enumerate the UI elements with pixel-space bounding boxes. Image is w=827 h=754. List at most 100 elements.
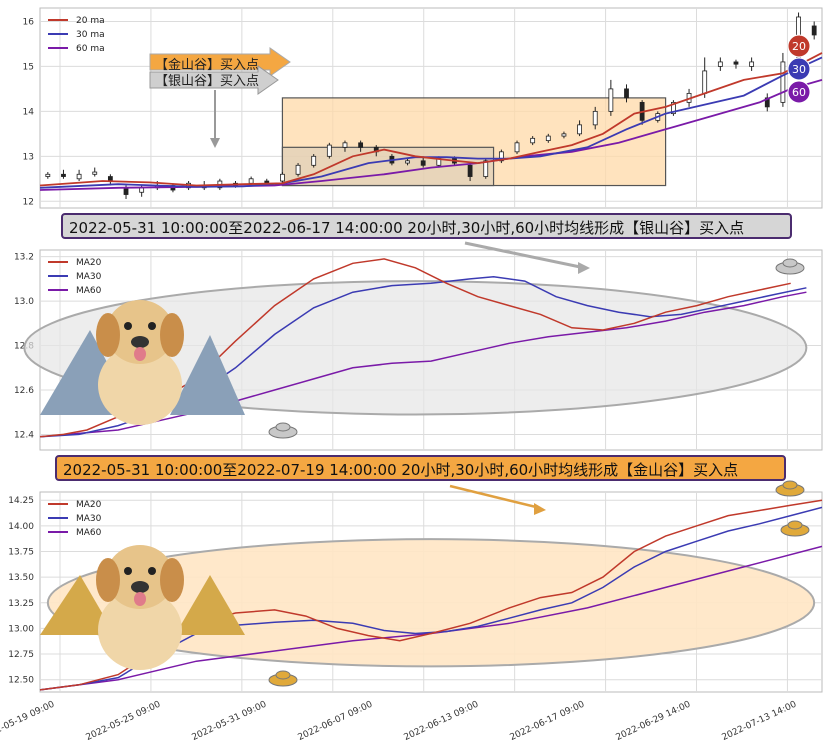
legend-label: 20 ma bbox=[76, 16, 105, 26]
y-tick-label: 13.75 bbox=[8, 547, 34, 557]
dog-ear-icon bbox=[96, 558, 120, 602]
legend-label: MA60 bbox=[76, 528, 102, 538]
dog-ear-icon bbox=[96, 313, 120, 357]
gold-annotation-arrow bbox=[449, 484, 541, 510]
y-tick-label: 14 bbox=[23, 107, 35, 117]
candle-body bbox=[717, 61, 723, 67]
dog-eye-icon bbox=[124, 567, 132, 575]
candle-body bbox=[467, 164, 473, 177]
candle-body bbox=[248, 178, 254, 184]
legend-label: MA30 bbox=[76, 272, 102, 282]
ma30-line bbox=[39, 506, 823, 691]
candle-body bbox=[749, 61, 755, 67]
candle-body bbox=[295, 164, 301, 175]
candle-body bbox=[671, 101, 676, 115]
y-tick-label: 14.00 bbox=[8, 522, 34, 532]
candle-body bbox=[561, 133, 567, 137]
candle-body bbox=[514, 142, 520, 153]
candle-body bbox=[764, 97, 770, 108]
silver-annotation-arrow bbox=[464, 241, 586, 270]
gold-callout-label: 【金山谷】买入点 bbox=[155, 57, 259, 73]
silver-ingot-icon bbox=[782, 258, 798, 268]
callout-pointer-head bbox=[210, 138, 220, 148]
silver-callout-arrow bbox=[149, 65, 279, 95]
silver-ingot-icon bbox=[275, 422, 291, 432]
candle-body bbox=[420, 160, 426, 166]
candle-body bbox=[733, 61, 739, 65]
y-tick-label: 14.25 bbox=[8, 496, 34, 506]
ma-badge-label: 60 bbox=[792, 86, 806, 99]
x-tick-label: 2022-05-25 09:00 bbox=[85, 700, 163, 743]
ma-badge-label: 30 bbox=[792, 63, 806, 76]
gold-ingot-icon bbox=[782, 480, 798, 490]
y-tick-label: 13.0 bbox=[14, 297, 34, 307]
legend-label: 30 ma bbox=[76, 30, 105, 40]
dog-body-icon bbox=[98, 590, 182, 670]
candle-body bbox=[342, 142, 348, 148]
legend-label: MA30 bbox=[76, 514, 102, 524]
ma-badge bbox=[787, 57, 811, 81]
candle-body bbox=[624, 88, 629, 99]
candle-body bbox=[545, 135, 551, 141]
candle-body bbox=[498, 151, 504, 162]
y-tick-label: 15 bbox=[23, 62, 34, 72]
x-tick-label: 2022-05-31 09:00 bbox=[191, 700, 269, 743]
dog-nose-icon bbox=[131, 336, 149, 348]
candle-body bbox=[577, 124, 582, 135]
x-tick-label: 2022-06-29 14:00 bbox=[615, 700, 693, 743]
silver-callout-label: 【银山谷】买入点 bbox=[155, 74, 259, 89]
y-tick-label: 13.25 bbox=[8, 599, 34, 609]
y-tick-label: 12.50 bbox=[8, 676, 34, 686]
candle-body bbox=[780, 61, 786, 103]
legend-label: MA20 bbox=[76, 500, 102, 510]
candle-body bbox=[61, 173, 66, 177]
x-tick-label: 2022-06-07 09:00 bbox=[297, 700, 375, 743]
y-tick-label: 12.6 bbox=[14, 386, 34, 396]
x-tick-label: 2022-07-13 14:00 bbox=[721, 700, 799, 743]
candle-body bbox=[530, 137, 536, 144]
ma-badge bbox=[787, 34, 811, 58]
gold-ingot-icon bbox=[275, 670, 291, 680]
y-tick-label: 16 bbox=[23, 17, 35, 27]
gold-valley-banner: 2022-05-31 10:00:00至2022-07-19 14:00:00 … bbox=[55, 455, 786, 481]
legend-label: MA60 bbox=[76, 286, 102, 296]
candle-body bbox=[483, 160, 489, 177]
dog-head-icon bbox=[106, 545, 174, 609]
candle-body bbox=[702, 70, 708, 94]
gold-callout-arrow bbox=[149, 47, 291, 77]
silver-annotation-arrowhead bbox=[578, 262, 590, 274]
y-tick-label: 13.50 bbox=[8, 573, 34, 583]
candle-body bbox=[405, 160, 410, 164]
x-tick-label: 2022-05-19 09:00 bbox=[0, 700, 57, 743]
candle-body bbox=[358, 142, 364, 148]
y-tick-label: 12 bbox=[23, 197, 34, 207]
dog-eye-icon bbox=[148, 322, 156, 330]
y-tick-label: 13.2 bbox=[14, 253, 34, 263]
gold-pyramid-icon bbox=[40, 575, 115, 635]
candle-body bbox=[326, 144, 332, 157]
dog-head-icon bbox=[106, 300, 174, 364]
mountain-icon bbox=[170, 335, 245, 415]
candle-body bbox=[45, 173, 51, 177]
candle-body bbox=[592, 110, 598, 126]
y-tick-label: 12.75 bbox=[8, 650, 34, 660]
candle-body bbox=[123, 187, 129, 195]
dog-nose-icon bbox=[131, 581, 149, 593]
candle-body bbox=[311, 155, 317, 166]
dog-tongue-icon bbox=[134, 347, 146, 361]
dog-eye-icon bbox=[148, 567, 156, 575]
ma-badge bbox=[787, 80, 811, 104]
y-tick-label: 13 bbox=[23, 152, 34, 162]
candle-body bbox=[76, 173, 82, 180]
dog-tongue-icon bbox=[134, 592, 146, 606]
dog-ear-icon bbox=[160, 558, 184, 602]
dog-eye-icon bbox=[124, 322, 132, 330]
legend-label: 60 ma bbox=[76, 44, 105, 54]
dog-body-icon bbox=[98, 345, 182, 425]
gold-ingot-icon bbox=[787, 520, 803, 530]
x-tick-label: 2022-06-13 09:00 bbox=[403, 700, 481, 743]
ma-badge-label: 20 bbox=[792, 40, 806, 53]
silver-valley-banner: 2022-05-31 10:00:00至2022-06-17 14:00:00 … bbox=[61, 213, 792, 239]
ma30-line bbox=[39, 56, 823, 189]
